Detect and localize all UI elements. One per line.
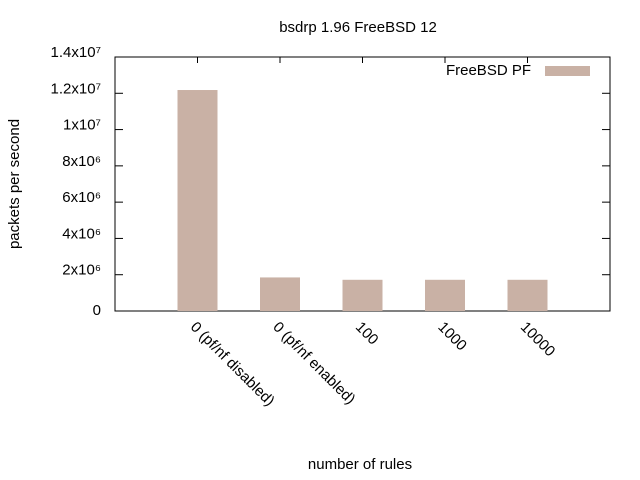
y-tick-label: 8x10⁶ (62, 153, 101, 170)
x-tick-label: 0 (pf/nf enabled) (269, 319, 358, 408)
x-tick-label: 10000 (517, 319, 559, 361)
bar (425, 279, 465, 311)
x-tick-label: 1000 (434, 319, 470, 355)
x-tick-label: 0 (pf/nf disabled) (187, 319, 278, 410)
y-tick-label: 1x10⁷ (63, 117, 101, 134)
y-tick-label: 0 (93, 302, 101, 319)
y-tick-label: 1.4x10⁷ (51, 44, 101, 61)
y-tick-label: 2x10⁶ (62, 262, 101, 279)
bar (177, 90, 218, 312)
bar (507, 279, 548, 311)
y-axis-label: packets per second (6, 119, 23, 249)
y-tick-label: 1.2x10⁷ (51, 80, 101, 97)
bar (260, 277, 300, 311)
legend-label: FreeBSD PF (446, 62, 531, 79)
y-tick-label: 4x10⁶ (62, 225, 101, 242)
y-tick-label: 6x10⁶ (62, 189, 101, 206)
chart-title: bsdrp 1.96 FreeBSD 12 (279, 19, 437, 36)
x-axis-label: number of rules (308, 456, 412, 473)
legend-swatch (545, 66, 590, 76)
x-tick-label: 100 (352, 319, 382, 349)
bar (342, 279, 383, 311)
